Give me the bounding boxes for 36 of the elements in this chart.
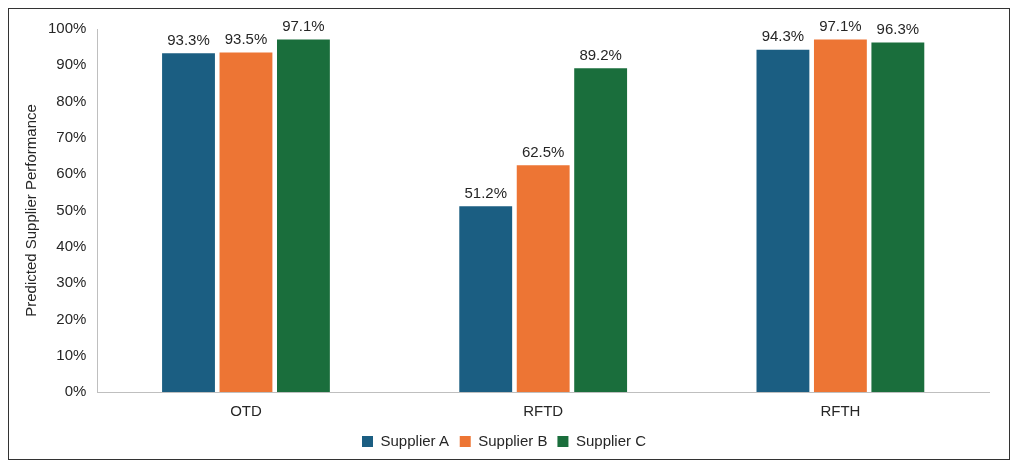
data-label: 62.5% — [521, 142, 565, 160]
y-axis-title: Predicted Supplier Performance — [22, 104, 40, 317]
data-label: 94.3% — [761, 27, 805, 45]
legend-label: Supplier C — [575, 431, 647, 449]
y-tick-label: 100% — [47, 19, 87, 37]
data-label: 51.2% — [464, 183, 507, 201]
bar — [871, 42, 925, 392]
data-label: 93.5% — [224, 30, 268, 48]
data-label: 93.3% — [167, 30, 210, 48]
data-label: 89.2% — [579, 45, 622, 63]
y-tick-label: 70% — [56, 128, 87, 146]
y-tick-label: 30% — [56, 273, 87, 291]
bar — [277, 39, 330, 392]
bar — [756, 49, 810, 392]
x-tick-label: RFTD — [523, 402, 564, 420]
bar — [516, 165, 570, 392]
legend-label: Supplier B — [478, 431, 548, 449]
y-tick-label: 0% — [64, 382, 87, 400]
bar — [162, 53, 215, 392]
data-label: 97.1% — [282, 17, 325, 35]
bar — [219, 52, 273, 392]
x-tick-label: OTD — [230, 402, 262, 420]
y-tick-label: 90% — [56, 55, 87, 73]
y-tick-label: 60% — [56, 164, 87, 182]
y-tick-label: 50% — [56, 200, 87, 218]
y-tick-label: 20% — [56, 309, 87, 327]
legend-label: Supplier A — [380, 431, 449, 449]
bar — [459, 206, 513, 392]
bar — [574, 68, 628, 392]
y-tick-label: 40% — [56, 236, 87, 254]
x-tick-label: RFTH — [820, 402, 861, 420]
y-tick-label: 80% — [56, 91, 87, 109]
bar — [813, 39, 867, 392]
data-label: 96.3% — [876, 20, 920, 38]
data-label: 97.1% — [819, 17, 862, 35]
y-tick-label: 10% — [56, 345, 87, 363]
